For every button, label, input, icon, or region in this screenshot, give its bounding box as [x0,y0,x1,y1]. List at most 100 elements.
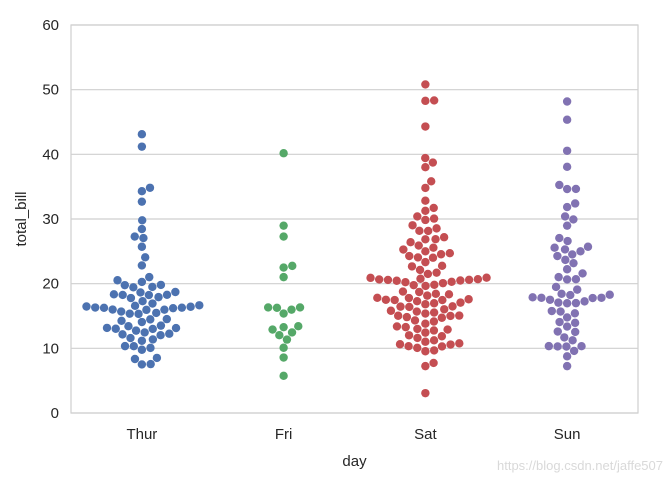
data-point-sat [395,340,405,349]
y-tick-labels: 0 10 20 30 40 50 60 [42,17,59,422]
data-point-sat [431,289,441,299]
data-point-thur [154,292,163,302]
data-point-sat [429,96,439,105]
data-point-thur [137,142,147,151]
data-point-sun [562,299,572,308]
data-point-sat [429,243,438,252]
data-point-sat [405,302,414,312]
data-point-sat [428,253,438,262]
data-point-sun [588,293,597,303]
data-point-sun [551,282,561,292]
data-point-thur [118,290,127,300]
data-point-fri [268,325,277,334]
data-point-sat [413,324,422,334]
data-point-sat [437,332,447,341]
data-point-sun [571,275,581,284]
data-point-sat [413,343,422,353]
data-point-sat [455,339,464,348]
data-point-sat [429,299,439,308]
data-point-sat [429,203,438,213]
data-point-thur [120,280,130,290]
data-point-sat [421,183,430,193]
data-point-thur [124,322,133,331]
data-point-sun [571,184,581,194]
data-point-fri [282,335,292,344]
data-point-sun [569,215,578,224]
data-point-thur [82,302,91,311]
data-point-sat [445,249,455,258]
data-point-sat [404,341,413,351]
data-point-thur [138,296,147,306]
data-point-thur [156,321,166,330]
data-point-sun [576,247,585,256]
data-point-sun [562,342,571,351]
data-point-sat [438,295,447,305]
data-point-sat [448,302,457,311]
data-point-thur [177,303,187,312]
data-point-thur [156,280,166,290]
data-point-sun [562,184,572,194]
data-point-sat [402,312,412,322]
data-point-thur [146,359,155,369]
data-point-sat [429,308,439,317]
data-point-sat [366,273,375,283]
data-point-sun [570,318,580,328]
data-point-sat [413,333,422,343]
data-point-sat [438,278,448,288]
data-point-sat [412,307,422,316]
data-point-thur [126,293,136,303]
data-point-thur [148,299,157,308]
data-point-sat [421,328,430,337]
data-point-thur [195,301,204,310]
data-point-sat [414,241,423,250]
data-point-sun [555,317,564,327]
x-tick-label: Thur [126,426,157,443]
data-point-sat [401,322,410,332]
data-point-sat [421,153,430,163]
data-point-sat [464,275,474,284]
x-tick-label: Fri [275,426,293,443]
data-point-thur [137,336,147,345]
data-point-sat [421,257,430,267]
data-point-sat [432,268,441,277]
data-point-sat [456,298,465,307]
data-point-sun [580,297,589,306]
data-point-sat [456,276,465,285]
data-point-sun [537,293,546,303]
data-point-sat [421,215,430,225]
data-point-fri [279,272,288,282]
y-tick-label: 30 [42,211,59,228]
data-point-sat [399,245,408,254]
data-point-sun [553,251,562,261]
data-point-sat [443,325,452,334]
data-point-sun [555,233,564,243]
data-point-sat [423,291,432,300]
y-tick-label: 10 [42,340,59,357]
data-point-sun [560,245,570,254]
data-point-sat [404,331,414,340]
data-point-sun [545,295,555,304]
data-point-sat [421,388,430,398]
data-point-thur [130,354,140,364]
data-point-sun [562,322,572,331]
data-point-fri [279,232,288,241]
data-point-thur [140,328,149,337]
data-point-thur [118,330,127,339]
data-point-sun [562,352,572,361]
data-point-sat [421,319,430,328]
data-point-sun [562,115,572,124]
data-point-fri [279,309,288,318]
data-point-thur [130,232,139,241]
data-point-sun [570,199,580,208]
data-point-fri [287,328,297,337]
data-point-thur [125,309,134,318]
data-point-fri [295,303,305,312]
data-point-sat [437,313,447,322]
data-point-sat [440,305,449,314]
data-point-sun [605,290,614,299]
data-point-sat [392,276,401,285]
data-point-thur [152,308,161,318]
data-point-thur [137,216,147,225]
data-point-thur [120,341,130,351]
data-point-thur [111,324,120,333]
